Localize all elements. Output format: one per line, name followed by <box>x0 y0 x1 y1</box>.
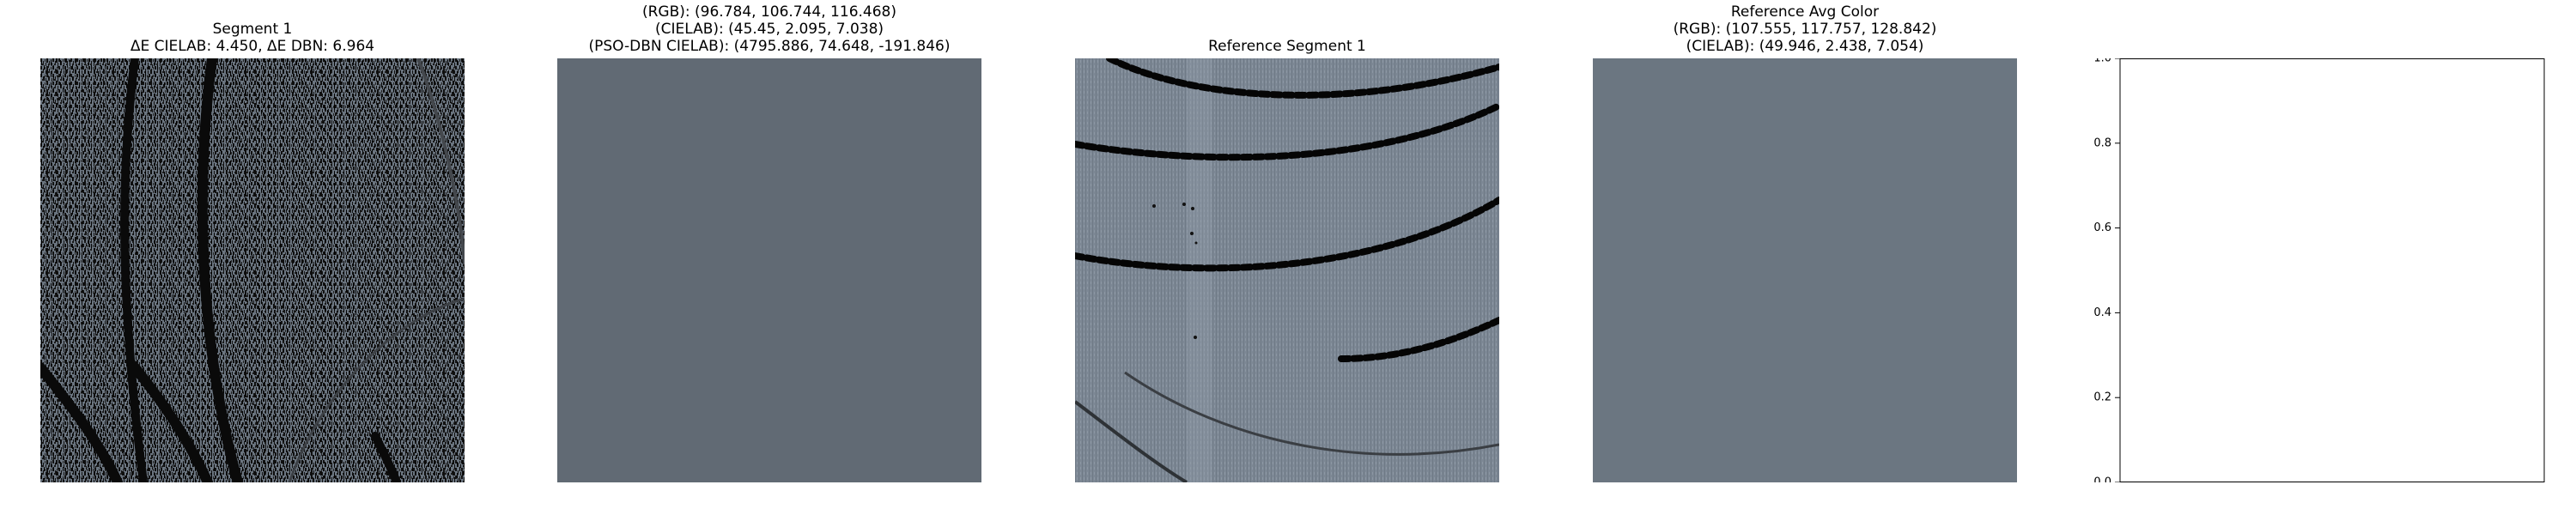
segment-title: Segment 1 <box>212 21 293 38</box>
segment-image <box>40 58 465 482</box>
y-tick-label: 0.0 <box>2093 476 2111 483</box>
ref-avg-rgb-label: (RGB): (107.555, 117.757, 128.842) <box>1673 21 1937 38</box>
avg-cielab-label: (CIELAB): (45.45, 2.095, 7.038) <box>654 21 884 38</box>
avg-color-panel: (RGB): (96.784, 106.744, 116.468) (CIELA… <box>557 0 981 515</box>
y-tick-label: 0.6 <box>2093 221 2111 234</box>
segment-panel: Segment 1 ΔE CIELAB: 4.450, ΔE DBN: 6.96… <box>40 0 465 515</box>
y-tick-label: 0.4 <box>2093 306 2111 319</box>
ref-avg-color-panel: Reference Avg Color (RGB): (107.555, 117… <box>1593 0 2017 515</box>
y-tick-label: 1.0 <box>2093 58 2111 65</box>
avg-rgb-label: (RGB): (96.784, 106.744, 116.468) <box>641 3 896 21</box>
reference-title: Reference Segment 1 <box>1208 38 1366 55</box>
y-tick-label: 0.8 <box>2093 136 2111 149</box>
ref-avg-title: Reference Avg Color <box>1730 3 1880 21</box>
empty-axes: 0.00.20.40.60.81.00.00.20.40.60.81.0 <box>2081 52 2563 506</box>
y-tick-label: 0.2 <box>2093 391 2111 404</box>
ref-avg-color-swatch <box>1593 58 2017 482</box>
reference-image <box>1075 58 1499 482</box>
reference-panel: Reference Segment 1 <box>1075 0 1499 515</box>
empty-axes-plot: 0.00.20.40.60.81.00.00.20.40.60.81.0 <box>2093 52 2553 506</box>
axes-frame <box>2119 58 2545 482</box>
avg-pso-dbn-label: (PSO-DBN CIELAB): (4795.886, 74.648, -19… <box>588 38 951 55</box>
ref-avg-cielab-label: (CIELAB): (49.946, 2.438, 7.054) <box>1686 38 1924 55</box>
avg-color-swatch <box>557 58 981 482</box>
segment-delta-e: ΔE CIELAB: 4.450, ΔE DBN: 6.964 <box>130 38 375 55</box>
